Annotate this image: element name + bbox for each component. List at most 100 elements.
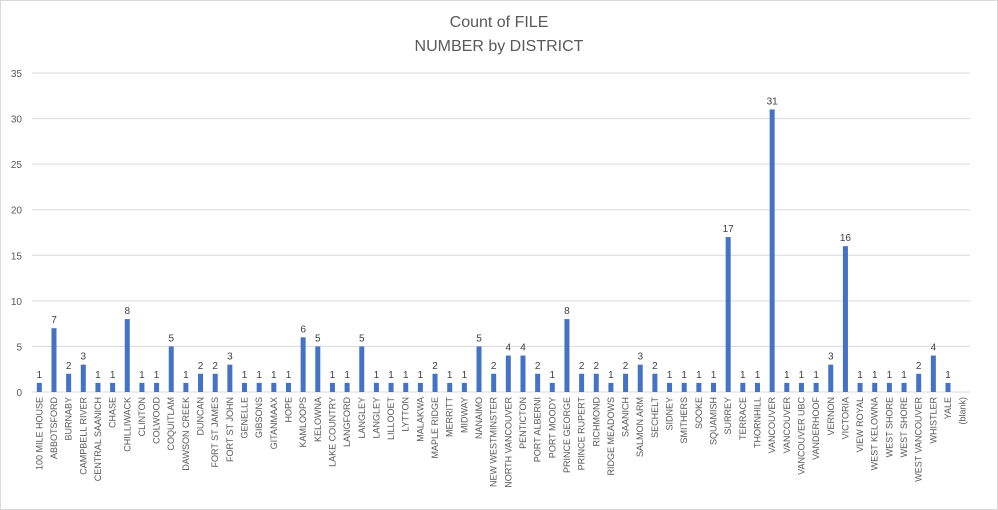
data-label: 1 <box>462 370 468 381</box>
data-label: 1 <box>784 370 790 381</box>
data-label: 2 <box>535 361 541 372</box>
bar <box>623 373 629 392</box>
data-label: 1 <box>550 370 556 381</box>
y-tick-label: 10 <box>11 297 23 308</box>
data-label: 1 <box>681 370 687 381</box>
data-label: 1 <box>799 370 805 381</box>
data-label: 1 <box>286 370 292 381</box>
data-label: 1 <box>110 370 116 381</box>
x-tick-label: (blank) <box>958 397 968 425</box>
bar <box>271 382 277 392</box>
x-tick-label: VANDERHOOF <box>811 397 821 460</box>
bar <box>417 382 423 392</box>
data-label: 1 <box>901 370 907 381</box>
bar <box>579 373 585 392</box>
x-tick-label: VICTORIA <box>840 397 850 439</box>
x-tick-label: VANCOUVER <box>782 397 792 454</box>
x-tick-label: PRINCE GEORGE <box>562 397 572 473</box>
bar <box>769 109 775 392</box>
data-label: 1 <box>857 370 863 381</box>
x-tick-label: RIDGE MEADOWS <box>606 397 616 476</box>
x-tick-label: VERNON <box>826 397 836 436</box>
x-tick-label: TERRACE <box>738 397 748 440</box>
bar <box>681 382 687 392</box>
bar <box>227 364 233 392</box>
x-tick-label: LANGLEY <box>371 397 381 439</box>
x-tick-label: NANAIMO <box>474 397 484 439</box>
bar <box>212 373 218 392</box>
bar <box>476 346 482 392</box>
data-label: 2 <box>593 361 599 372</box>
y-tick-label: 20 <box>11 206 23 217</box>
bar <box>95 382 101 392</box>
x-tick-label: NORTH VANCOUVER <box>503 397 513 488</box>
x-tick-label: COLWOOD <box>152 397 162 444</box>
bar <box>110 382 116 392</box>
data-label: 1 <box>418 370 424 381</box>
bar <box>593 373 599 392</box>
x-tick-label: CENTRAL SAANICH <box>93 397 103 481</box>
bar <box>549 382 555 392</box>
bar <box>754 382 760 392</box>
bar <box>886 382 892 392</box>
bar <box>784 382 790 392</box>
x-tick-label: DAWSON CREEK <box>181 397 191 471</box>
x-tick-label: FORT ST JOHN <box>225 397 235 462</box>
x-tick-label: WEST SHORE <box>884 397 894 457</box>
bar <box>36 382 42 392</box>
bar <box>842 246 848 392</box>
x-tick-label: COQUITLAM <box>166 397 176 451</box>
data-label: 8 <box>564 306 570 317</box>
bar <box>520 355 526 392</box>
data-label: 1 <box>667 370 673 381</box>
x-tick-label: SOOKE <box>694 397 704 429</box>
data-label: 1 <box>813 370 819 381</box>
x-tick-label: CHILLIWACK <box>122 397 132 452</box>
data-label: 4 <box>931 343 937 354</box>
x-tick-label: WHISTLER <box>928 397 938 444</box>
data-label: 1 <box>755 370 761 381</box>
data-label: 2 <box>491 361 497 372</box>
x-tick-label: GITANMAAX <box>269 397 279 449</box>
bar <box>168 346 174 392</box>
x-tick-label: BURNABY <box>64 397 74 441</box>
bar <box>828 364 834 392</box>
data-label: 1 <box>330 370 336 381</box>
x-tick-label: CAMPBELL RIVER <box>78 397 88 475</box>
bar <box>403 382 409 392</box>
bar <box>373 382 379 392</box>
bar <box>256 382 262 392</box>
data-label: 5 <box>359 333 365 344</box>
bar <box>725 237 731 392</box>
bar <box>198 373 204 392</box>
data-label: 2 <box>432 361 438 372</box>
y-tick-label: 5 <box>16 342 22 353</box>
data-label: 2 <box>623 361 629 372</box>
chart-title: Count of FILE NUMBER by DISTRICT <box>1 11 997 59</box>
bar <box>124 319 130 392</box>
data-label: 1 <box>344 370 350 381</box>
data-label: 1 <box>183 370 189 381</box>
data-label: 4 <box>506 343 512 354</box>
bar <box>491 373 497 392</box>
bar <box>432 373 438 392</box>
data-label: 2 <box>652 361 658 372</box>
chart-title-line-2: NUMBER by DISTRICT <box>414 38 584 55</box>
bar <box>300 337 306 392</box>
bar <box>813 382 819 392</box>
x-tick-label: KAMLOOPS <box>298 397 308 448</box>
data-label: 2 <box>198 361 204 372</box>
data-label: 1 <box>242 370 248 381</box>
data-label: 8 <box>124 306 130 317</box>
x-tick-label: PORT ALBERNI <box>533 397 543 462</box>
bar <box>652 373 658 392</box>
data-label: 1 <box>271 370 277 381</box>
bar <box>461 382 467 392</box>
bar <box>798 382 804 392</box>
data-label: 4 <box>520 343 526 354</box>
x-tick-label: MALAKWA <box>415 397 425 442</box>
x-tick-label: SURREY <box>723 397 733 435</box>
data-label: 1 <box>887 370 893 381</box>
x-tick-label: WEST KELOWNA <box>870 397 880 470</box>
